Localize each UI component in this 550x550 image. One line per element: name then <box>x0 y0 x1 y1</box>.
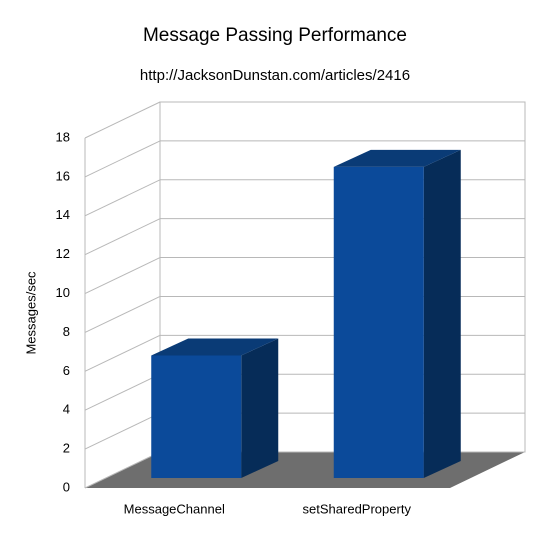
y-axis-label: Messages/sec <box>23 271 38 355</box>
y-tick-label: 0 <box>63 479 70 494</box>
bar <box>333 166 424 478</box>
y-tick-label: 2 <box>63 441 70 456</box>
bar-top <box>151 338 279 356</box>
bar-side <box>423 149 461 478</box>
y-tick-label: 8 <box>63 324 70 339</box>
grid-line <box>84 451 161 489</box>
grid-line <box>84 295 161 333</box>
grid-line <box>84 140 161 178</box>
bar-side <box>241 338 279 478</box>
chart-title: Message Passing Performance <box>143 25 407 46</box>
y-tick-label: 18 <box>56 129 70 144</box>
y-tick-label: 10 <box>56 285 70 300</box>
grid-line <box>84 257 161 295</box>
y-tick-label: 12 <box>56 246 70 261</box>
y-tick-label: 16 <box>56 168 70 183</box>
bar-top <box>333 149 461 167</box>
bar <box>151 355 242 478</box>
grid-line <box>84 218 161 256</box>
grid-line <box>84 334 161 372</box>
grid-line <box>84 373 161 411</box>
grid-line <box>84 179 161 217</box>
grid-line <box>84 101 161 139</box>
chart-subtitle: http://JacksonDunstan.com/articles/2416 <box>140 67 410 84</box>
grid-line <box>84 412 161 450</box>
x-tick-label: MessageChannel <box>124 501 225 516</box>
y-tick-label: 4 <box>63 402 70 417</box>
x-tick-label: setSharedProperty <box>303 501 412 516</box>
y-tick-label: 14 <box>56 207 70 222</box>
y-tick-label: 6 <box>63 363 70 378</box>
